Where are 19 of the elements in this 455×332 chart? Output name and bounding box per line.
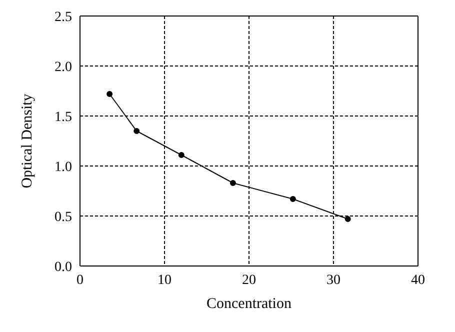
y-axis-title: Optical Density: [19, 93, 36, 188]
point: [290, 196, 296, 202]
y-tick-label: 0.0: [54, 260, 72, 275]
point: [230, 180, 236, 186]
point: [106, 91, 113, 97]
point: [178, 152, 184, 158]
y-tick-label: 1.0: [54, 160, 72, 175]
x-tick-label: 0: [76, 272, 84, 288]
y-tick-label: 1.5: [54, 110, 72, 125]
y-tick-label: 2.0: [54, 60, 72, 75]
x-axis-title: Concentration: [206, 296, 292, 312]
x-tick-label: 40: [411, 272, 425, 288]
x-tick-label: 10: [158, 272, 172, 288]
point: [344, 216, 351, 222]
x-tick-label: 30: [326, 272, 340, 288]
x-tick-label: 20: [242, 272, 256, 288]
y-tick-label: 2.5: [54, 10, 72, 25]
y-tick-label: 0.5: [54, 210, 72, 225]
point: [134, 128, 140, 134]
